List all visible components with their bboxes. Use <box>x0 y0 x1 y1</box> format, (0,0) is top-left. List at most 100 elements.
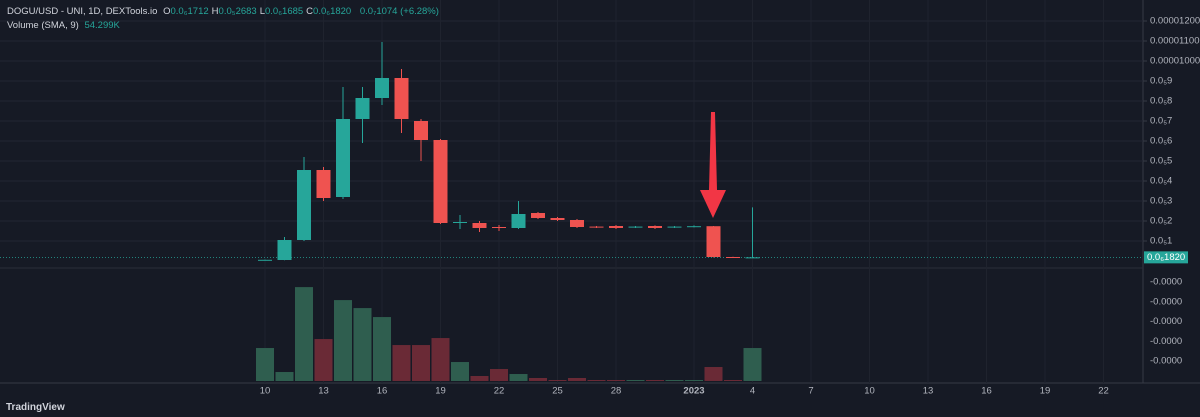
y-tick-label: 0.0₅6 <box>1150 136 1172 147</box>
y-tick-label: 0.0₅9 <box>1150 76 1172 87</box>
volume-legend: Volume (SMA, 9) <box>7 20 79 31</box>
ohlc-key: C <box>306 6 314 17</box>
ohlc-key: O <box>163 6 171 17</box>
change: 0.0₇1074 (+6.28%) <box>359 6 439 17</box>
volume-axis-label: -0.0000 <box>1150 356 1182 367</box>
last-price-box <box>1144 251 1188 264</box>
marks <box>256 42 762 381</box>
volume-axis-label: -0.0000 <box>1150 296 1182 307</box>
candle-body <box>589 226 604 228</box>
candle-body <box>531 213 545 218</box>
candle-body <box>745 257 760 259</box>
annotation-arrow <box>700 112 726 218</box>
y-tick-label: 0.0₅3 <box>1150 196 1172 207</box>
volume-bar <box>529 378 547 381</box>
volume-axis-label: -0.0000 <box>1150 316 1182 327</box>
volume-bar <box>607 380 625 381</box>
x-tick-label: 4 <box>750 386 755 397</box>
volume-bar <box>431 338 450 381</box>
candle-body <box>258 259 272 261</box>
volume-bar <box>685 380 703 381</box>
x-tick-label: 2023 <box>683 386 704 397</box>
candle-body <box>297 170 311 240</box>
x-tick-label: 19 <box>1040 386 1051 397</box>
volume-bar <box>451 362 469 381</box>
x-tick-label: 10 <box>260 386 271 397</box>
y-tick-label: 0.0₅5 <box>1150 156 1172 167</box>
volume-bar <box>314 339 333 381</box>
candle-body <box>472 223 487 228</box>
y-tick-label: 0.00001100 <box>1150 36 1200 47</box>
ohlc-key: L <box>259 6 265 17</box>
volume-bar <box>587 380 606 381</box>
ohlc-value: 0.0₆1685 <box>265 6 304 17</box>
volume-sma: 54.299K <box>84 20 120 31</box>
volume-bar <box>704 367 723 381</box>
arrow <box>700 112 726 218</box>
volume-bar <box>490 369 508 381</box>
candle-body <box>336 119 350 197</box>
volume-bar <box>295 287 313 381</box>
volume-axis-label: -0.0000 <box>1150 277 1182 288</box>
symbol: DOGU/USD - UNI, 1D, DEXTools.io <box>7 6 158 17</box>
candle-body <box>492 227 506 228</box>
volume-bar <box>724 380 742 381</box>
brand: TradingView <box>6 402 65 413</box>
volume-bar <box>392 345 411 381</box>
candle-body <box>550 218 565 220</box>
volume-bar <box>470 376 489 381</box>
candle-body <box>726 257 740 258</box>
ohlc-key: H <box>211 6 219 17</box>
y-tick-label: 0.0₅4 <box>1150 176 1172 187</box>
candle-body <box>511 214 526 228</box>
volume-bar <box>626 380 645 381</box>
grid <box>0 20 1143 258</box>
y-tick-label: 0.00001200 <box>1150 16 1200 27</box>
candle-body <box>706 226 721 257</box>
ohlc-value: 0.0₆1712 <box>170 6 209 17</box>
candle-body <box>609 226 623 228</box>
volume-bar <box>646 380 664 381</box>
x-tick-label: 16 <box>377 386 388 397</box>
x-tick-label: 13 <box>923 386 934 397</box>
x-tick-label: 19 <box>435 386 446 397</box>
y-tick-label: 0.0₅2 <box>1150 216 1172 227</box>
candle-body <box>453 222 467 223</box>
candle-body <box>570 220 584 227</box>
x-tick-label: 22 <box>1098 386 1109 397</box>
volume-axis-label: -0.0000 <box>1150 336 1182 347</box>
volume-bar <box>665 380 684 381</box>
x-tick-label: 10 <box>864 386 875 397</box>
volume-bar <box>509 374 528 381</box>
y-tick-label: 0.0₅8 <box>1150 96 1172 107</box>
x-tick-label: 13 <box>318 386 329 397</box>
candle-body <box>414 121 428 140</box>
x-tick-label: 25 <box>552 386 563 397</box>
candle-body <box>316 170 331 198</box>
ohlc: O0.0₆1712 H0.0₅2683 L0.0₆1685 C0.0₆1820 <box>163 6 354 17</box>
volume-bar <box>334 300 352 381</box>
candle-body <box>628 226 643 228</box>
x-tick-label: 16 <box>981 386 992 397</box>
candle-body <box>355 98 370 119</box>
volume-bar <box>568 378 586 381</box>
candle-body <box>394 78 409 119</box>
volume-legend-row: Volume (SMA, 9) 54.299K <box>7 20 123 31</box>
y-tick-label: 0.0₅1 <box>1150 236 1172 247</box>
volume-bar <box>548 380 567 381</box>
candle-body <box>433 140 448 223</box>
volume-bar <box>743 348 762 381</box>
x-tick-label: 28 <box>611 386 622 397</box>
candle-body <box>277 240 292 260</box>
last-price-label: 0.0₆1820 <box>1147 252 1185 263</box>
volume-bar <box>275 372 294 381</box>
candle-body <box>687 226 701 228</box>
volume-bar <box>256 348 274 381</box>
y-tick-label: 0.00001000 <box>1150 56 1200 67</box>
y-tick-label: 0.0₅7 <box>1150 116 1172 127</box>
volume-bar <box>373 317 391 381</box>
candle-body <box>648 226 662 228</box>
